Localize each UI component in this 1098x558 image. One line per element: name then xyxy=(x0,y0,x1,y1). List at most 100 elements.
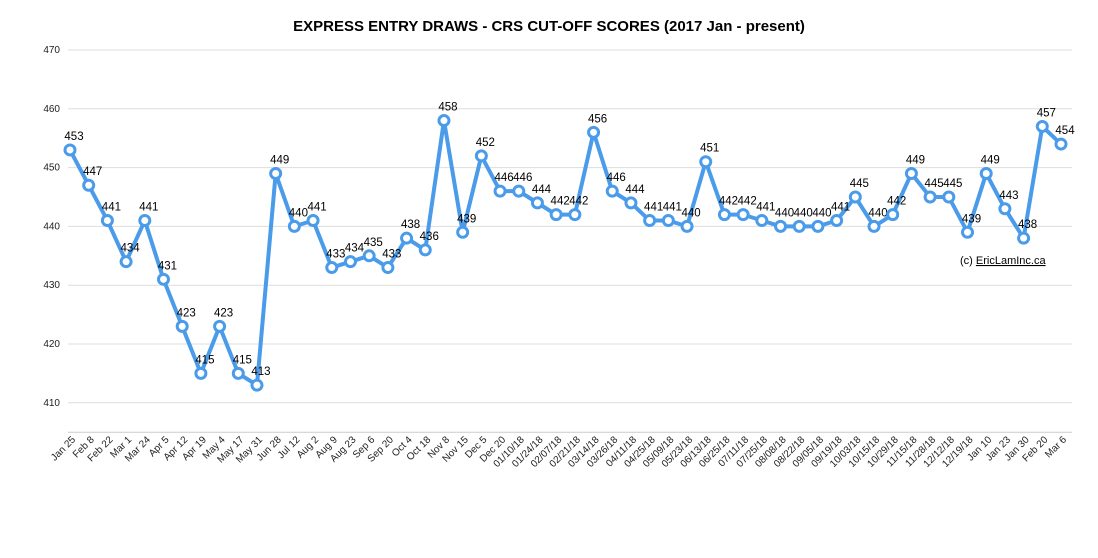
data-label: 440 xyxy=(868,207,887,219)
data-label: 445 xyxy=(850,178,869,190)
data-label: 431 xyxy=(158,260,177,272)
data-point xyxy=(213,319,227,333)
data-point xyxy=(138,214,152,228)
data-label: 438 xyxy=(401,219,420,231)
y-tick-label: 410 xyxy=(43,398,60,409)
data-label: 415 xyxy=(233,354,252,366)
data-point xyxy=(904,166,918,180)
data-label: 456 xyxy=(588,113,607,125)
data-point xyxy=(194,366,208,380)
data-point xyxy=(1017,231,1031,245)
data-point xyxy=(848,190,862,204)
data-point xyxy=(325,261,339,275)
data-point xyxy=(998,202,1012,216)
data-point xyxy=(587,125,601,139)
data-point xyxy=(400,231,414,245)
x-tick-label: Mar 6 xyxy=(1043,434,1069,460)
data-point xyxy=(1035,119,1049,133)
data-point xyxy=(736,208,750,222)
credit-link[interactable]: EricLamInc.ca xyxy=(976,255,1047,267)
data-point xyxy=(82,178,96,192)
data-point xyxy=(530,196,544,210)
data-point xyxy=(119,255,133,269)
data-label: 441 xyxy=(756,202,775,214)
data-label: 434 xyxy=(345,243,365,255)
y-tick-label: 440 xyxy=(43,221,60,232)
data-point xyxy=(456,225,470,239)
data-label: 441 xyxy=(102,202,121,214)
data-label: 440 xyxy=(794,207,813,219)
data-point xyxy=(605,184,619,198)
data-label: 444 xyxy=(625,184,645,196)
data-point xyxy=(979,166,993,180)
y-tick-label: 430 xyxy=(43,280,60,291)
y-tick-label: 470 xyxy=(43,45,60,56)
data-point xyxy=(830,214,844,228)
data-label: 442 xyxy=(887,196,906,208)
data-point xyxy=(923,190,937,204)
data-label: 449 xyxy=(981,154,1000,166)
data-point xyxy=(287,219,301,233)
data-label: 446 xyxy=(607,172,626,184)
data-point xyxy=(549,208,563,222)
data-label: 441 xyxy=(307,202,326,214)
data-point xyxy=(643,214,657,228)
data-label: 445 xyxy=(943,178,962,190)
data-label: 415 xyxy=(195,354,214,366)
data-label: 443 xyxy=(999,190,1018,202)
data-label: 442 xyxy=(719,196,738,208)
data-label: 433 xyxy=(326,249,345,261)
data-label: 446 xyxy=(513,172,532,184)
data-point xyxy=(792,219,806,233)
data-point xyxy=(774,219,788,233)
data-label: 452 xyxy=(476,137,495,149)
data-label: 453 xyxy=(64,131,83,143)
data-point xyxy=(231,366,245,380)
data-point xyxy=(156,272,170,286)
data-point xyxy=(568,208,582,222)
data-label: 457 xyxy=(1037,107,1056,119)
data-label: 440 xyxy=(681,207,700,219)
credit-prefix: (c) xyxy=(960,255,976,267)
data-point xyxy=(755,214,769,228)
data-point xyxy=(680,219,694,233)
y-tick-label: 420 xyxy=(43,339,60,350)
data-point xyxy=(474,149,488,163)
data-label: 435 xyxy=(364,237,383,249)
data-label: 438 xyxy=(1018,219,1037,231)
data-point xyxy=(661,214,675,228)
data-label: 413 xyxy=(251,366,270,378)
data-point xyxy=(362,249,376,263)
y-tick-label: 460 xyxy=(43,104,60,115)
data-label: 441 xyxy=(663,202,682,214)
data-label: 433 xyxy=(382,249,401,261)
data-label: 449 xyxy=(906,154,925,166)
data-label: 423 xyxy=(177,307,196,319)
data-label: 442 xyxy=(551,196,570,208)
data-point xyxy=(100,214,114,228)
y-tick-label: 450 xyxy=(43,163,60,174)
data-point xyxy=(343,255,357,269)
data-point xyxy=(306,214,320,228)
data-label: 440 xyxy=(289,207,308,219)
data-label: 441 xyxy=(644,202,663,214)
data-label: 436 xyxy=(420,231,439,243)
data-label: 440 xyxy=(812,207,831,219)
data-point xyxy=(961,225,975,239)
data-point xyxy=(942,190,956,204)
chart-title: EXPRESS ENTRY DRAWS - CRS CUT-OFF SCORES… xyxy=(293,18,805,35)
data-point xyxy=(269,166,283,180)
data-point xyxy=(175,319,189,333)
data-label: 442 xyxy=(569,196,588,208)
data-label: 423 xyxy=(214,307,233,319)
data-label: 439 xyxy=(962,213,981,225)
data-label: 451 xyxy=(700,143,719,155)
data-label: 441 xyxy=(831,202,850,214)
data-label: 458 xyxy=(438,102,457,114)
data-point xyxy=(811,219,825,233)
data-label: 444 xyxy=(532,184,552,196)
data-point xyxy=(381,261,395,275)
data-label: 446 xyxy=(494,172,513,184)
data-label: 445 xyxy=(925,178,944,190)
